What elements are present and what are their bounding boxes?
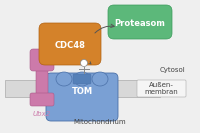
Text: Proteasom: Proteasom — [115, 18, 165, 28]
FancyArrowPatch shape — [95, 24, 114, 33]
FancyArrowPatch shape — [89, 62, 91, 64]
FancyBboxPatch shape — [30, 49, 54, 71]
FancyBboxPatch shape — [137, 80, 186, 97]
Ellipse shape — [92, 72, 108, 86]
Bar — [5, 80, 160, 97]
FancyBboxPatch shape — [46, 73, 118, 121]
FancyBboxPatch shape — [73, 74, 91, 84]
Text: Ubx2: Ubx2 — [33, 111, 51, 117]
Text: Cytosol: Cytosol — [159, 67, 185, 73]
FancyBboxPatch shape — [39, 23, 101, 65]
Circle shape — [80, 59, 88, 66]
FancyBboxPatch shape — [36, 61, 48, 100]
FancyBboxPatch shape — [108, 5, 172, 39]
Ellipse shape — [74, 72, 90, 86]
Text: Außen-
membran: Außen- membran — [145, 82, 178, 95]
Text: Mitochondrium: Mitochondrium — [74, 119, 126, 125]
Text: TOM: TOM — [71, 86, 93, 95]
FancyBboxPatch shape — [30, 93, 54, 106]
Text: CDC48: CDC48 — [55, 41, 85, 51]
Ellipse shape — [56, 72, 72, 86]
